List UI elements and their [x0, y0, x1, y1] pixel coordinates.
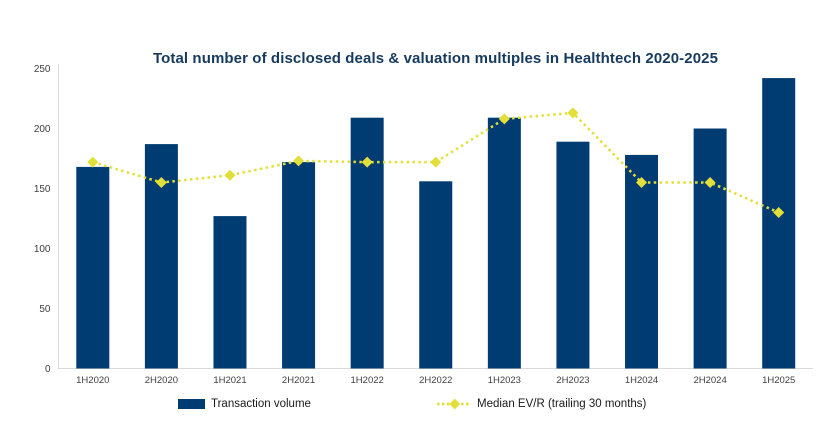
bar-2H2022: [419, 181, 453, 369]
legend-item-transaction-volume: Transaction volume: [178, 396, 311, 412]
y-tick-label: 100: [34, 244, 51, 255]
bar-1H2025: [762, 78, 796, 369]
chart-title: Total number of disclosed deals & valuat…: [152, 50, 719, 67]
y-tick-label: 50: [39, 304, 51, 315]
bar-1H2020: [76, 166, 110, 369]
bar-1H2022: [350, 117, 384, 369]
bar-1H2024: [625, 154, 659, 369]
y-tick-label: 0: [45, 364, 51, 375]
x-tick-label: 2H2020: [145, 375, 178, 386]
y-tick-label: 200: [34, 124, 51, 135]
line-marker-2H2021: [293, 155, 305, 167]
y-tick-label: 250: [34, 64, 51, 75]
legend-label-transaction-volume: Transaction volume: [211, 398, 311, 410]
legend-item-median-evr: Median EV/R (trailing 30 months): [437, 396, 646, 412]
x-tick-label: 2H2022: [419, 375, 452, 386]
x-tick-label: 1H2022: [351, 375, 384, 386]
line-marker-2H2020: [155, 176, 167, 189]
bar-2H2024: [693, 128, 727, 369]
line-marker-1H2021: [224, 169, 236, 181]
bar-2H2021: [282, 162, 316, 369]
bar-1H2021: [213, 216, 247, 369]
line-series-swatch-icon: [437, 398, 469, 410]
x-tick-label: 1H2021: [213, 375, 246, 386]
legend-label-median-evr: Median EV/R (trailing 30 months): [477, 398, 647, 410]
x-tick-label: 1H2020: [76, 375, 109, 386]
y-tick-label: 150: [34, 184, 51, 195]
bar-2H2023: [556, 141, 590, 369]
x-tick-label: 1H2023: [488, 375, 521, 386]
x-tick-label: 2H2021: [282, 375, 315, 386]
line-marker-1H2020: [87, 156, 99, 168]
x-tick-label: 1H2024: [625, 375, 658, 386]
bar-series-swatch: [178, 399, 205, 409]
bar-1H2023: [487, 117, 521, 369]
x-tick-label: 1H2025: [762, 375, 795, 386]
x-tick-label: 2H2024: [693, 375, 726, 386]
x-tick-label: 2H2023: [556, 375, 589, 386]
line-marker-2H2022: [430, 156, 442, 168]
